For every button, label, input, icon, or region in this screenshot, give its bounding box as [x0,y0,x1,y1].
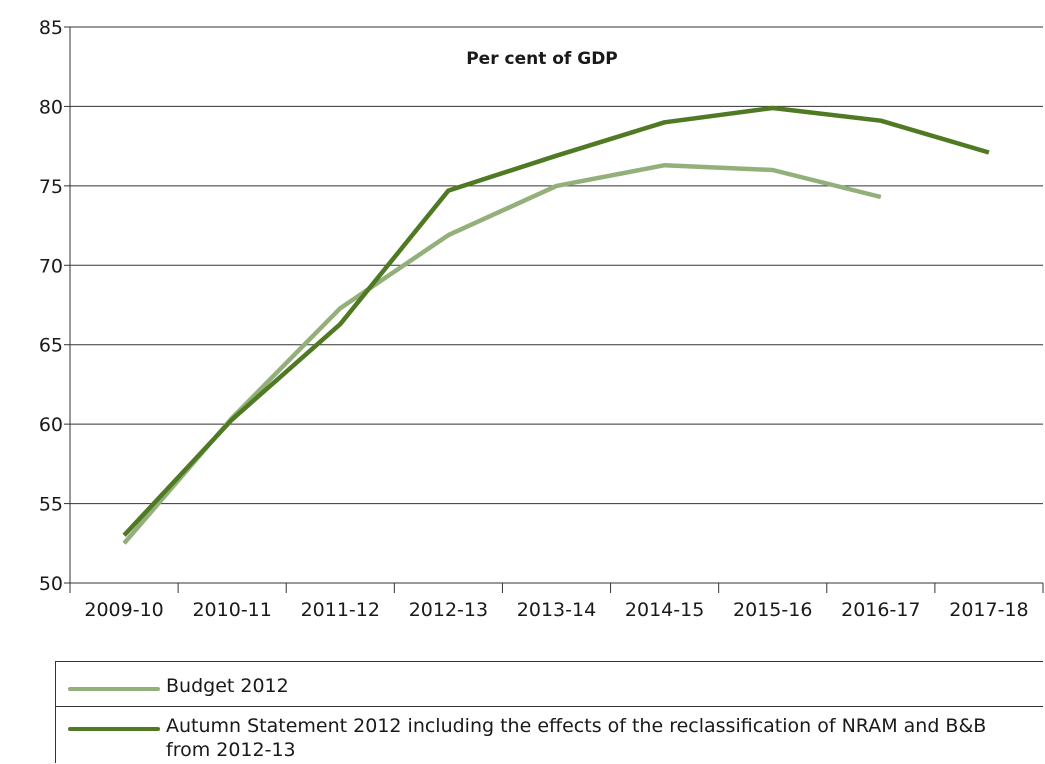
y-tick-label: 60 [39,414,63,436]
chart-title: Per cent of GDP [466,49,618,69]
y-tick-label: 85 [39,17,63,39]
axes [64,26,1044,593]
legend: Budget 2012 Autumn Statement 2012 includ… [55,661,1043,763]
x-tick-label: 2014-15 [625,599,704,621]
legend-swatch-budget-2012 [68,687,160,691]
y-tick-label: 50 [39,573,63,595]
x-tick-label: 2015-16 [733,599,812,621]
x-tick-label: 2013-14 [517,599,596,621]
y-tick-label: 75 [39,176,63,198]
series-line-budget-2012 [122,162,882,545]
legend-label: Autumn Statement 2012 including the effe… [166,715,987,761]
x-tick-label: 2011-12 [301,599,380,621]
x-tick-label: 2009-10 [84,599,163,621]
y-tick-labels: 50 55 60 65 70 75 80 85 [39,17,63,595]
legend-label: Budget 2012 [166,675,289,697]
y-tick-label: 80 [39,96,63,118]
y-tick-label: 70 [39,255,63,277]
y-tick-label: 55 [39,494,63,516]
legend-divider [56,706,1043,707]
legend-swatch-autumn-statement-2012 [68,727,160,731]
x-tick-labels: 2009-10 2010-11 2011-12 2012-13 2013-14 2014-… [84,599,1028,621]
legend-item-budget-2012: Budget 2012 [56,674,1043,698]
x-tick-label: 2010-11 [192,599,271,621]
legend-item-autumn-statement-2012: Autumn Statement 2012 including the effe… [56,714,1043,762]
x-tick-label: 2016-17 [841,599,920,621]
series-lines [122,105,990,545]
series-line-autumn-statement-2012 [122,105,990,537]
y-tick-label: 65 [39,335,63,357]
x-tick-label: 2017-18 [949,599,1028,621]
x-tick-label: 2012-13 [409,599,488,621]
gridlines [70,26,1043,505]
